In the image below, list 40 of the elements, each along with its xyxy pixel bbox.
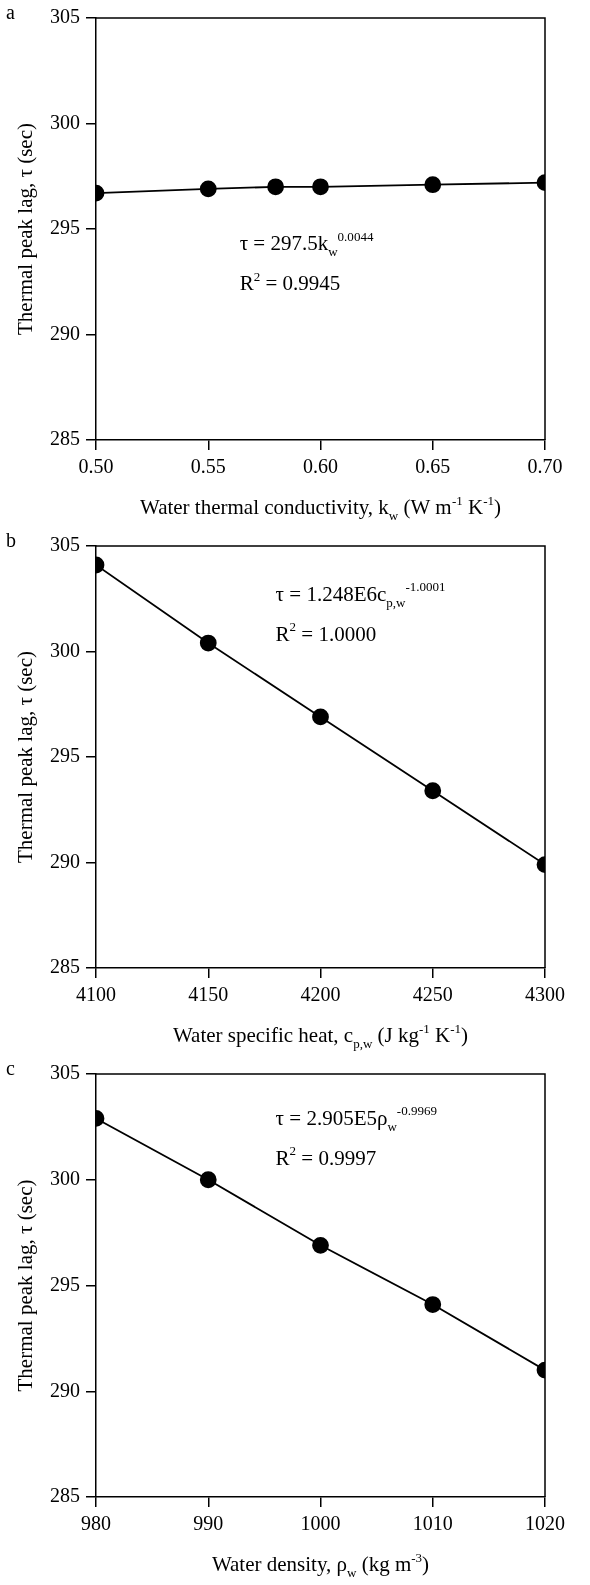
chart-title: a — [6, 1, 15, 24]
x-tick-label: 980 — [81, 1512, 111, 1535]
y-tick-label: 285 — [50, 1484, 80, 1507]
y-tick-label: 305 — [50, 533, 80, 556]
point — [312, 708, 329, 726]
chart-title: c — [6, 1057, 15, 1080]
chart-title: b — [6, 529, 16, 552]
x-tick-label: 990 — [193, 1512, 224, 1535]
x-tick-label: 1010 — [412, 1512, 453, 1535]
y-tick-label: 305 — [50, 1061, 80, 1084]
y-tick-label: 290 — [50, 849, 80, 872]
x-tick-label: 0.65 — [415, 455, 451, 478]
point — [312, 1236, 329, 1254]
y-tick-label: 295 — [50, 1272, 80, 1295]
y-tick-label: 290 — [50, 1378, 80, 1401]
y-tick-label: 305 — [50, 5, 80, 28]
point — [312, 178, 329, 196]
x-tick-label: 0.60 — [303, 455, 338, 478]
x-tick-label: 4200 — [300, 983, 341, 1006]
y-tick-label: 300 — [50, 638, 80, 661]
x-tick-label: 1020 — [525, 1512, 565, 1535]
y-axis-title: Thermal peak lag, τ (sec) — [13, 1179, 37, 1392]
point — [267, 178, 284, 196]
x-tick-label: 0.50 — [78, 455, 114, 478]
x-tick-label: 4300 — [525, 983, 565, 1006]
y-axis-title: Thermal peak lag, τ (sec) — [13, 123, 37, 335]
x-tick-label: 4250 — [412, 983, 453, 1006]
y-tick-label: 290 — [50, 321, 80, 344]
y-axis-title: Thermal peak lag, τ (sec) — [13, 651, 37, 863]
y-tick-label: 295 — [50, 744, 80, 767]
y-tick-label: 285 — [50, 427, 80, 450]
x-tick-label: 1000 — [300, 1512, 341, 1535]
x-tick-label: 4150 — [188, 983, 229, 1006]
x-tick-label: 4100 — [76, 983, 116, 1006]
y-tick-label: 295 — [50, 216, 80, 239]
x-tick-label: 0.55 — [190, 455, 226, 478]
x-tick-label: 0.70 — [527, 455, 563, 478]
y-tick-label: 285 — [50, 955, 80, 978]
y-tick-label: 300 — [50, 1167, 80, 1189]
y-tick-label: 300 — [50, 110, 80, 133]
